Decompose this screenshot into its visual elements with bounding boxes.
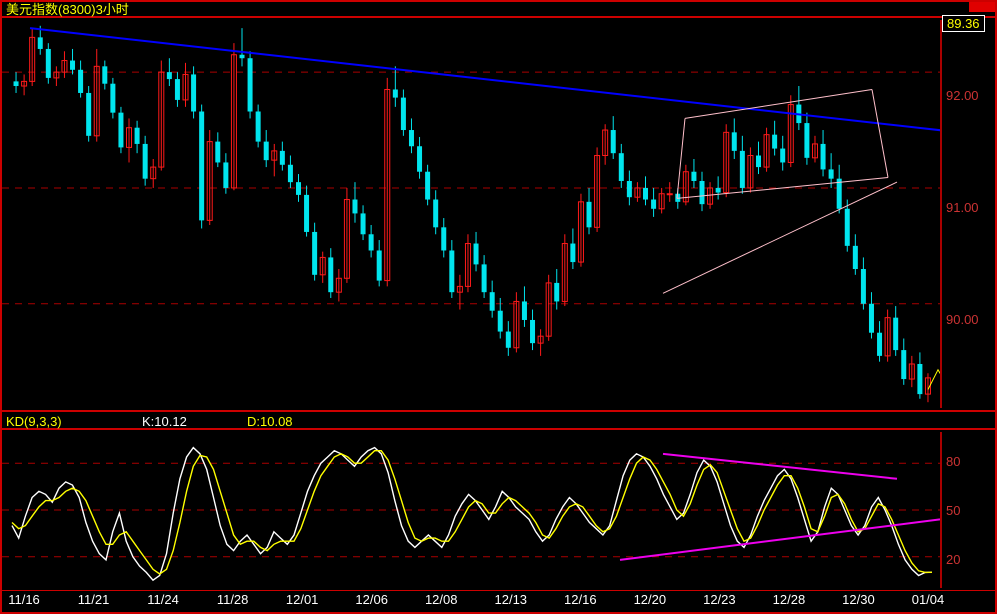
date-tick: 01/04 (911, 592, 945, 607)
kd-k-value: K:10.12 (142, 414, 187, 429)
price-axis-separator (940, 20, 942, 408)
date-tick: 12/28 (772, 592, 806, 607)
date-tick: 12/01 (285, 592, 319, 607)
kd-ytick-50: 50 (946, 503, 961, 518)
date-tick: 11/24 (147, 592, 179, 607)
date-tick: 12/16 (564, 592, 597, 607)
kd-ytick-20: 20 (946, 552, 961, 567)
date-tick: 12/23 (703, 592, 736, 607)
kd-ytick-80: 80 (946, 454, 961, 469)
price-ytick-91: 91.00 (946, 200, 979, 215)
date-axis: 11/16 11/21 11/24 11/28 12/01 12/06 12/08 12/13… (2, 590, 995, 612)
kd-chart-canvas[interactable] (2, 432, 940, 588)
kd-indicator-name[interactable]: KD(9,3,3) (6, 414, 62, 429)
price-chart-panel[interactable] (2, 20, 940, 408)
title-bar: 美元指数(8300)3小时 (2, 2, 995, 18)
date-tick: 12/20 (633, 592, 667, 607)
kd-chart-panel[interactable] (2, 432, 940, 588)
date-tick: 12/08 (424, 592, 458, 607)
price-chart-canvas[interactable] (2, 20, 940, 408)
chart-title: 美元指数(8300)3小时 (6, 2, 129, 17)
date-tick: 12/13 (494, 592, 528, 607)
kd-indicator-header[interactable]: KD(9,3,3) K:10.12 D:10.08 (2, 410, 995, 430)
title-bar-indicator (969, 2, 995, 12)
kd-d-value: D:10.08 (247, 414, 293, 429)
price-ytick-90: 90.00 (946, 312, 979, 327)
date-tick: 12/06 (355, 592, 388, 607)
date-tick: 11/21 (77, 592, 110, 607)
kd-axis-separator (940, 432, 942, 588)
price-ytick-92: 92.00 (946, 88, 979, 103)
last-price-badge: 89.36 (942, 15, 985, 32)
date-tick: 12/30 (842, 592, 875, 607)
date-tick: 11/16 (8, 592, 40, 607)
date-tick: 11/28 (216, 592, 249, 607)
